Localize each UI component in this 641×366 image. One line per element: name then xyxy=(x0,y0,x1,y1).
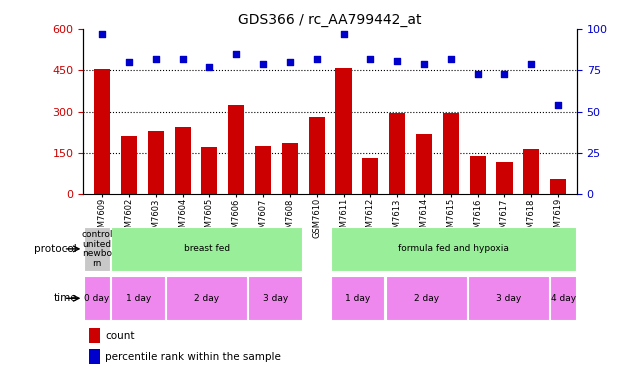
Bar xyxy=(94,69,110,194)
Point xyxy=(231,51,242,57)
Bar xyxy=(89,328,100,343)
Bar xyxy=(174,127,190,194)
Bar xyxy=(523,149,539,194)
Bar xyxy=(550,179,566,194)
Bar xyxy=(309,117,325,194)
Bar xyxy=(84,227,110,271)
Bar xyxy=(112,227,302,271)
Point xyxy=(124,59,134,65)
Text: time: time xyxy=(53,293,77,303)
Point xyxy=(97,31,107,37)
Bar xyxy=(331,276,385,320)
Point xyxy=(553,102,563,108)
Text: formula fed and hypoxia: formula fed and hypoxia xyxy=(398,244,509,253)
Bar xyxy=(255,146,271,194)
Bar xyxy=(201,147,217,194)
Text: percentile rank within the sample: percentile rank within the sample xyxy=(105,352,281,362)
Bar xyxy=(496,163,513,194)
Bar xyxy=(84,276,110,320)
Point xyxy=(338,31,349,37)
Title: GDS366 / rc_AA799442_at: GDS366 / rc_AA799442_at xyxy=(238,13,422,27)
Point xyxy=(472,71,483,76)
Bar xyxy=(89,349,100,364)
Text: 2 day: 2 day xyxy=(194,294,219,303)
Text: protocol: protocol xyxy=(34,244,77,254)
Point xyxy=(365,56,376,62)
Bar xyxy=(385,276,467,320)
Text: 0 day: 0 day xyxy=(85,294,110,303)
Point xyxy=(151,56,161,62)
Bar xyxy=(468,276,549,320)
Point xyxy=(258,61,268,67)
Bar xyxy=(331,227,576,271)
Text: 1 day: 1 day xyxy=(345,294,370,303)
Text: 3 day: 3 day xyxy=(263,294,288,303)
Text: count: count xyxy=(105,331,135,341)
Text: control
united
newbo
rn: control united newbo rn xyxy=(81,230,113,268)
Point xyxy=(204,64,215,70)
Bar xyxy=(389,113,405,194)
Text: 4 day: 4 day xyxy=(551,294,576,303)
Bar xyxy=(121,137,137,194)
Point xyxy=(445,56,456,62)
Text: 2 day: 2 day xyxy=(413,294,438,303)
Text: breast fed: breast fed xyxy=(184,244,229,253)
Bar xyxy=(335,68,351,194)
Text: 3 day: 3 day xyxy=(495,294,521,303)
Point xyxy=(499,71,510,76)
Point xyxy=(526,61,537,67)
Point xyxy=(178,56,188,62)
Bar xyxy=(166,276,247,320)
Bar xyxy=(282,143,298,194)
Point xyxy=(312,56,322,62)
Bar xyxy=(416,134,432,194)
Bar xyxy=(112,276,165,320)
Bar xyxy=(470,156,486,194)
Text: 1 day: 1 day xyxy=(126,294,151,303)
Bar xyxy=(249,276,302,320)
Bar xyxy=(550,276,576,320)
Bar xyxy=(362,158,378,194)
Point xyxy=(285,59,295,65)
Bar xyxy=(443,113,459,194)
Point xyxy=(392,57,403,64)
Bar xyxy=(228,105,244,194)
Point xyxy=(419,61,429,67)
Bar xyxy=(147,131,164,194)
